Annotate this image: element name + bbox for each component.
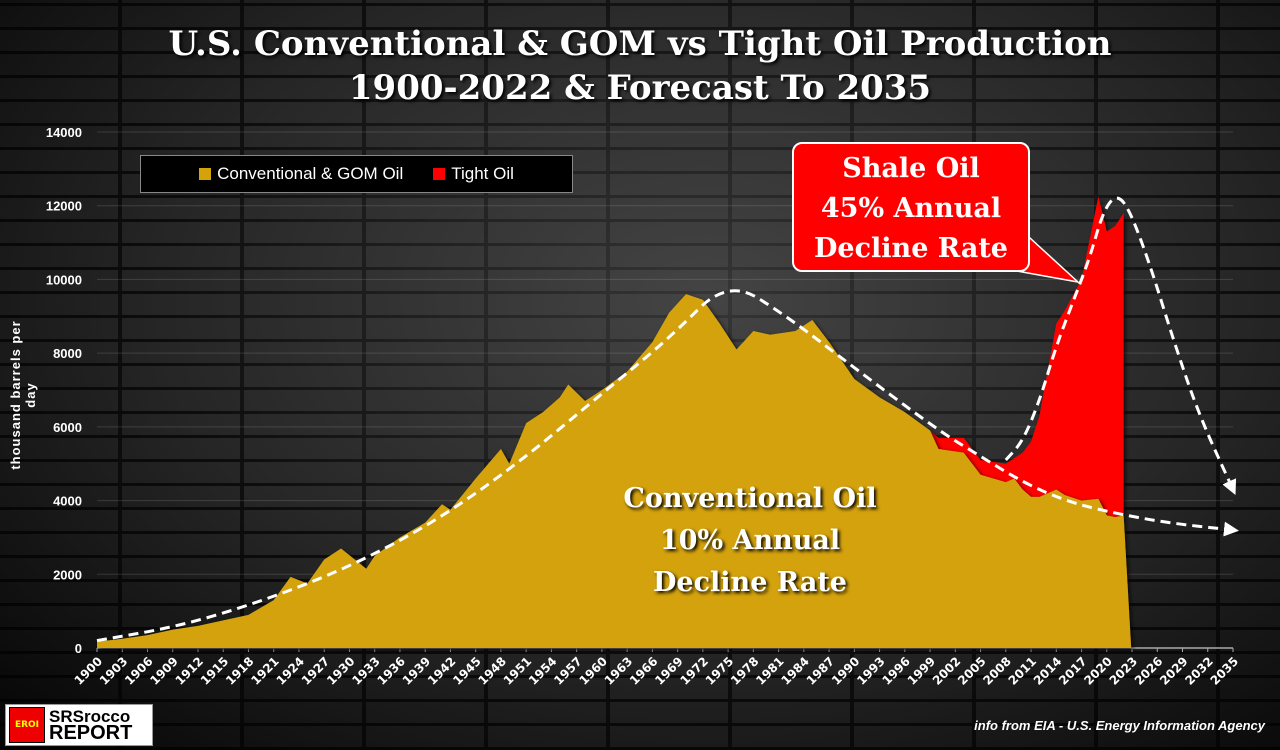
- y-tick-label: 8000: [53, 346, 82, 361]
- x-tick-label: 1963: [602, 654, 636, 688]
- y-axis-label: thousand barrels per day: [8, 320, 38, 470]
- x-tick-label: 1945: [450, 654, 484, 688]
- x-tick-label: 1984: [778, 654, 812, 688]
- callout-line: Decline Rate: [814, 233, 1008, 264]
- x-tick-label: 2032: [1182, 654, 1216, 688]
- annotation-line: Decline Rate: [653, 567, 847, 598]
- x-tick-label: 2011: [1006, 654, 1040, 688]
- x-tick-label: 1936: [375, 654, 409, 688]
- x-tick-label: 1924: [274, 654, 308, 688]
- x-tick-label: 1975: [703, 654, 737, 688]
- x-tick-label: 1960: [576, 654, 610, 688]
- x-tick-label: 1948: [476, 654, 510, 688]
- x-tick-label: 2035: [1208, 654, 1242, 688]
- y-tick-label: 14000: [46, 125, 82, 140]
- x-tick-label: 1906: [122, 654, 156, 688]
- y-tick-label: 6000: [53, 420, 82, 435]
- x-tick-label: 1939: [400, 654, 434, 688]
- x-tick-label: 1966: [627, 654, 661, 688]
- y-tick-label: 10000: [46, 272, 82, 287]
- x-tick-label: 1933: [349, 654, 383, 688]
- logo-line-1: SRSrocco: [49, 707, 131, 726]
- legend-swatch-tight: [433, 168, 446, 180]
- legend-item-conventional: Conventional & GOM Oil: [199, 164, 403, 184]
- logo-line-2: REPORT: [49, 722, 133, 744]
- chart-title: U.S. Conventional & GOM vs Tight Oil Pro…: [168, 24, 1112, 64]
- y-tick-label: 12000: [46, 199, 82, 214]
- x-tick-label: 1990: [829, 654, 863, 688]
- x-tick-label: 1978: [728, 654, 762, 688]
- shale-callout: Shale Oil 45% Annual Decline Rate: [792, 142, 1030, 272]
- x-tick-label: 2017: [1056, 654, 1090, 688]
- y-tick-label: 0: [75, 641, 82, 656]
- y-tick-label: 4000: [53, 494, 82, 509]
- x-tick-label: 1987: [804, 654, 838, 688]
- x-tick-label: 2014: [1031, 654, 1065, 688]
- annotation-line: Conventional Oil: [623, 483, 877, 514]
- srsrocco-logo: EROI SRSrocco REPORT: [5, 704, 153, 746]
- x-tick-label: 1918: [223, 654, 257, 688]
- x-tick-label: 1972: [677, 654, 711, 688]
- legend-swatch-conventional: [199, 168, 212, 180]
- legend-label: Tight Oil: [451, 164, 514, 183]
- eroi-map-icon: EROI: [9, 707, 45, 743]
- conventional-oil-area: [97, 294, 1132, 648]
- legend-label: Conventional & GOM Oil: [217, 164, 404, 183]
- x-tick-label: 2005: [955, 654, 989, 688]
- x-tick-label: 1942: [425, 654, 459, 688]
- x-tick-label: 2026: [1132, 654, 1166, 688]
- x-tick-label: 1993: [854, 654, 888, 688]
- callout-line: 45% Annual: [820, 193, 1002, 224]
- x-tick-label: 1957: [551, 654, 585, 688]
- x-tick-label: 1909: [147, 654, 181, 688]
- x-tick-label: 2029: [1157, 654, 1191, 688]
- x-tick-label: 1915: [198, 654, 232, 688]
- x-tick-label: 1900: [72, 654, 106, 688]
- legend: Conventional & GOM Oil Tight Oil: [140, 155, 573, 193]
- x-tick-label: 1912: [173, 654, 207, 688]
- x-tick-label: 1951: [501, 654, 535, 688]
- x-tick-label: 2008: [980, 654, 1014, 688]
- y-tick-label: 2000: [53, 567, 82, 582]
- x-tick-label: 2023: [1107, 654, 1141, 688]
- annotation-line: 10% Annual: [659, 525, 841, 556]
- x-tick-label: 1903: [97, 654, 131, 688]
- x-tick-label: 1954: [526, 654, 560, 688]
- conventional-annotation: Conventional Oil 10% Annual Decline Rate: [590, 478, 910, 604]
- trend-line-conventional: [96, 289, 1239, 643]
- x-tick-label: 1969: [652, 654, 686, 688]
- x-tick-label: 1930: [324, 654, 358, 688]
- x-tick-label: 1981: [753, 654, 787, 688]
- x-tick-label: 1999: [905, 654, 939, 688]
- source-note: info from EIA - U.S. Energy Information …: [974, 718, 1265, 733]
- chart-subtitle: 1900-2022 & Forecast To 2035: [348, 68, 932, 108]
- legend-item-tight: Tight Oil: [433, 164, 514, 184]
- tight-oil-area: [930, 196, 1124, 518]
- x-tick-label: 2020: [1081, 654, 1115, 688]
- trend-line-tight: [1004, 196, 1237, 495]
- x-tick-label: 1996: [879, 654, 913, 688]
- x-tick-label: 2002: [930, 654, 964, 688]
- x-tick-label: 1927: [299, 654, 333, 688]
- callout-line: Shale Oil: [842, 153, 980, 184]
- x-tick-label: 1921: [248, 654, 282, 688]
